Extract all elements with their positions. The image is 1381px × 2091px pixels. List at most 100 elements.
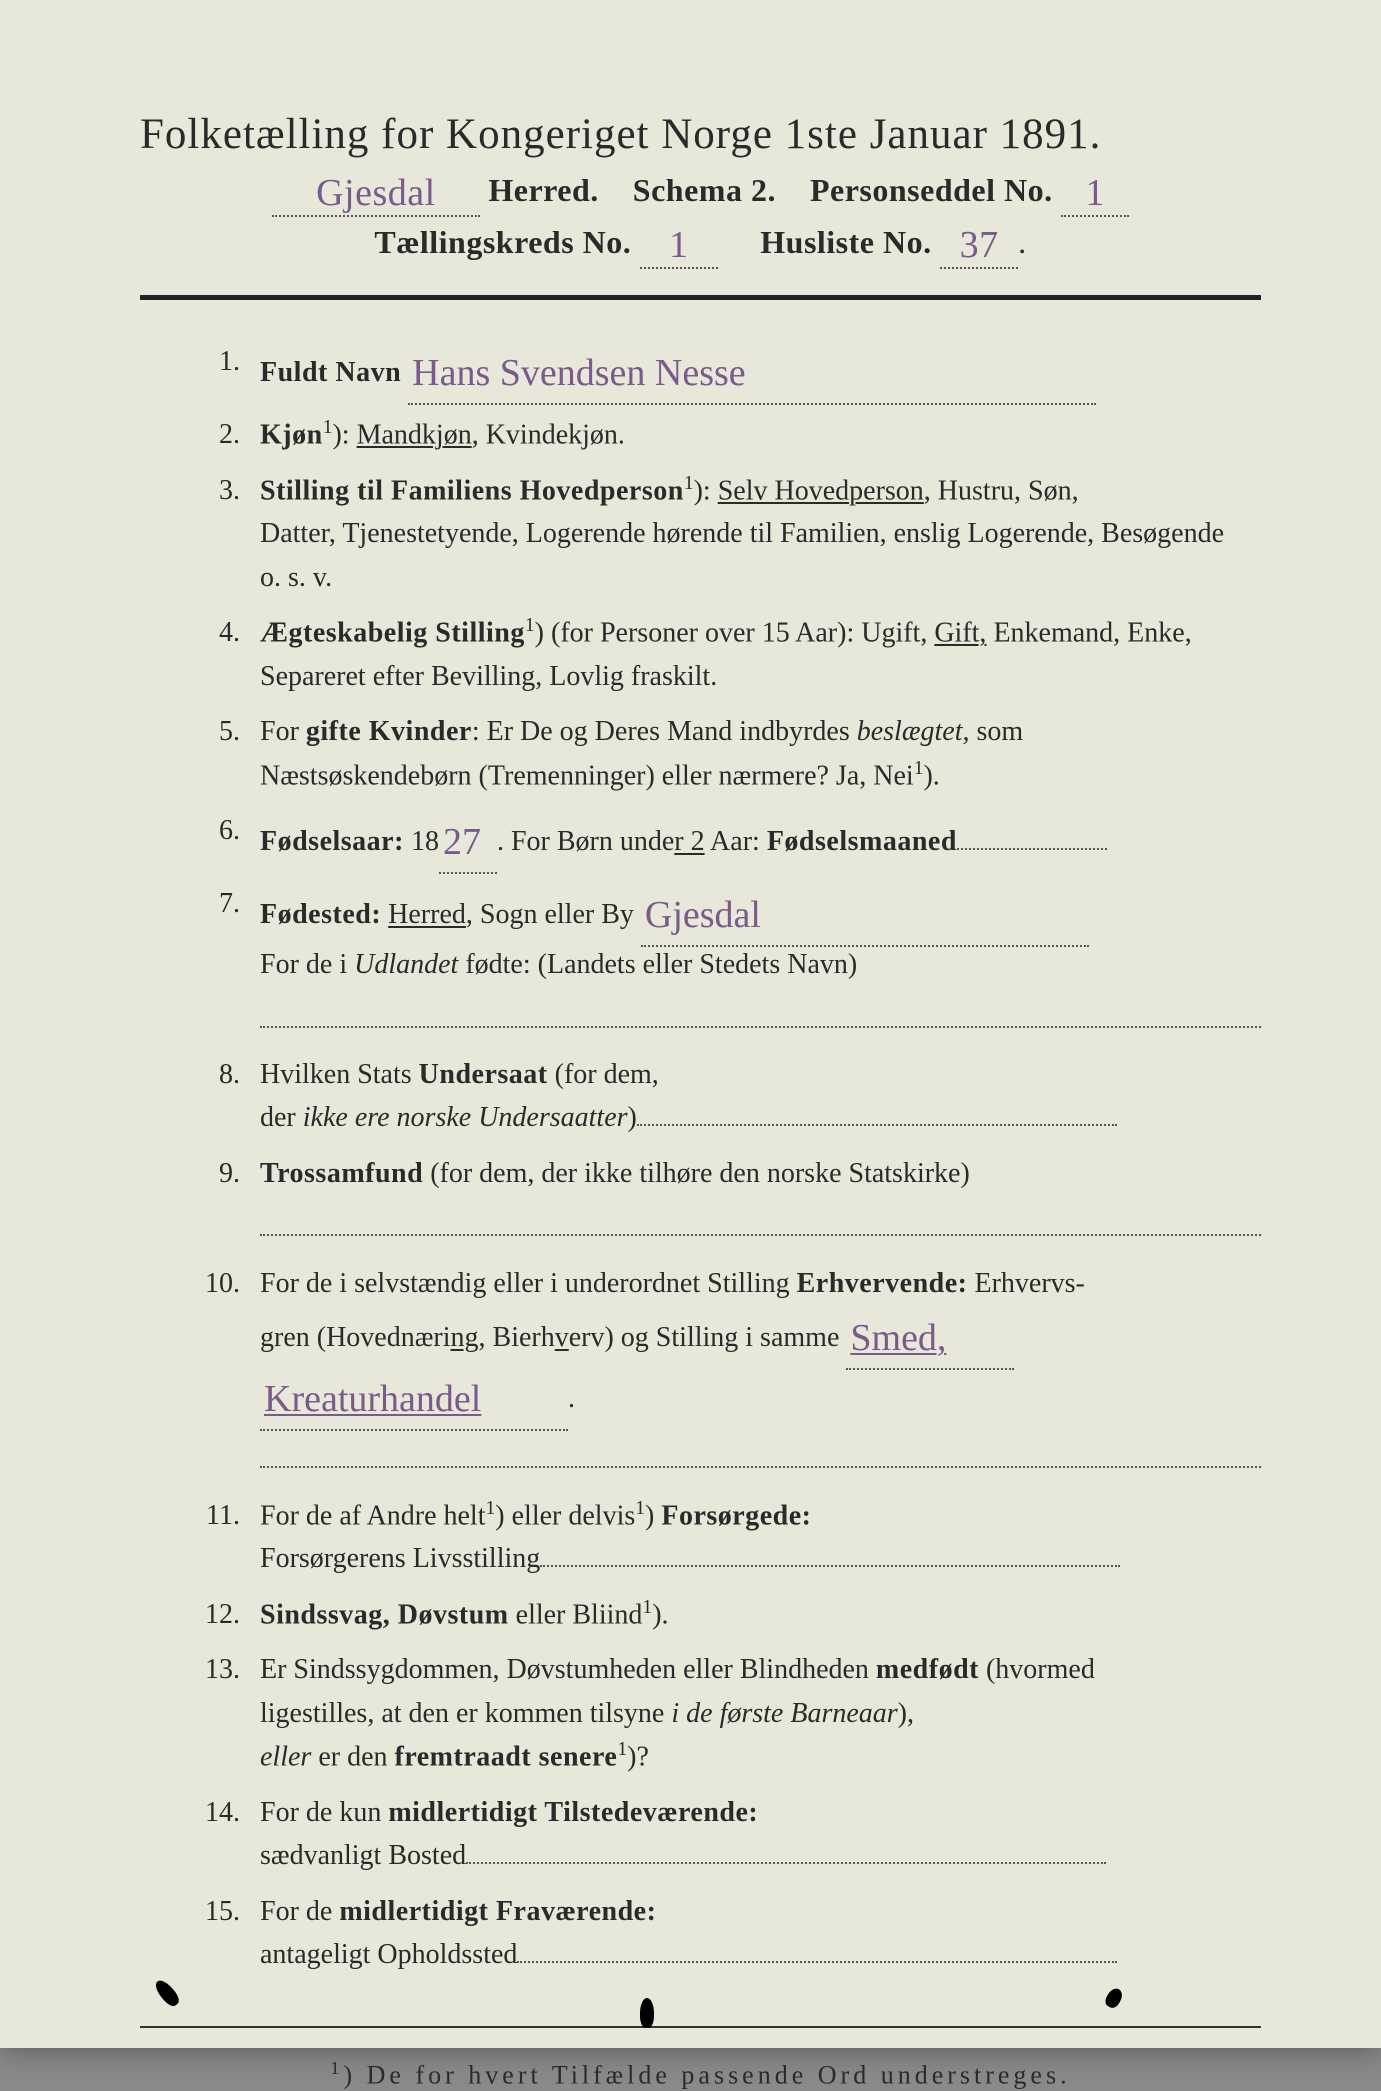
- sup: 1: [617, 1739, 627, 1760]
- dotted-fill: [260, 987, 1261, 1028]
- row-11: 11. For de af Andre helt1) eller delvis1…: [180, 1494, 1261, 1581]
- text: Næstsøskendebørn (Tremenninger) eller næ…: [260, 760, 914, 791]
- text: ):: [332, 419, 356, 450]
- sup: 1: [486, 1498, 496, 1519]
- text-italic: ikke ere norske Undersaatter: [303, 1102, 628, 1133]
- sup: 1: [684, 473, 694, 494]
- row-content: Sindssvag, Døvstum eller Bliind1).: [260, 1593, 1261, 1637]
- text: sædvanligt Bosted: [260, 1840, 466, 1871]
- field-label: Fødselsaar:: [260, 826, 404, 857]
- occupation-hw: Kreaturhandel: [260, 1370, 568, 1431]
- sup: 1: [330, 2058, 343, 2078]
- row-content: Fødselsaar: 1827. For Børn under 2 Aar: …: [260, 809, 1261, 870]
- herred-label: Herred.: [488, 172, 598, 208]
- text: som: [970, 716, 1024, 747]
- row-content: Ægteskabelig Stilling1) (for Personer ov…: [260, 611, 1261, 698]
- dotted-fill: [260, 1195, 1261, 1236]
- row-10: 10. For de i selvstændig eller i underor…: [180, 1262, 1261, 1482]
- dotted-fill: [517, 1961, 1117, 1963]
- text: antageligt Opholdssted: [260, 1939, 517, 1970]
- husliste-no: 37: [940, 223, 1018, 269]
- main-title: Folketælling for Kongeriget Norge 1ste J…: [140, 110, 1261, 159]
- field-label: medfødt: [876, 1654, 979, 1685]
- row-content: For de midlertidigt Fraværende: antageli…: [260, 1890, 1261, 1977]
- census-form-page: Folketælling for Kongeriget Norge 1ste J…: [0, 0, 1381, 2048]
- field-label: Sindssvag, Døvstum: [260, 1599, 509, 1630]
- row-num: 6.: [180, 809, 260, 870]
- form-body: 1. Fuldt Navn Hans Svendsen Nesse 2. Kjø…: [140, 340, 1261, 1976]
- row-num: 15.: [180, 1890, 260, 1977]
- row-num: 7.: [180, 882, 260, 1041]
- occupation-hw: Smed,: [846, 1309, 1014, 1370]
- text-italic: i de første Barneaar: [671, 1698, 897, 1729]
- row-content: Hvilken Stats Undersaat (for dem, der ik…: [260, 1053, 1261, 1140]
- text-italic: beslægtet,: [857, 716, 970, 747]
- row-num: 2.: [180, 413, 260, 457]
- text: ).: [652, 1599, 668, 1630]
- schema-label: Schema 2.: [633, 172, 776, 208]
- row-14: 14. For de kun midlertidigt Tilstedevære…: [180, 1791, 1261, 1878]
- ink-blot: [640, 1998, 654, 2028]
- row-content: For de i selvstændig eller i underordnet…: [260, 1262, 1261, 1482]
- text: iind: [599, 1599, 643, 1630]
- text: gren (Hovednæri: [260, 1322, 451, 1353]
- row-content: Kjøn1): Mandkjøn, Kvindekjøn.: [260, 413, 1261, 457]
- field-label: Erhvervende:: [797, 1268, 968, 1299]
- footnote: 1) De for hvert Tilfælde passende Ord un…: [140, 2058, 1261, 2091]
- field-label: Stilling til Familiens Hovedperson: [260, 475, 684, 506]
- row-num: 10.: [180, 1262, 260, 1482]
- text: .: [568, 1383, 575, 1414]
- row-5: 5. For gifte Kvinder: Er De og Deres Man…: [180, 710, 1261, 797]
- row-num: 3.: [180, 469, 260, 600]
- dotted-fill: [260, 1427, 1261, 1468]
- sup: 1: [323, 417, 333, 438]
- field-label: Fødselsmaaned: [767, 826, 957, 857]
- row-7: 7. Fødested: Herred, Sogn eller By Gjesd…: [180, 882, 1261, 1041]
- kreds-line: Tællingskreds No. 1 Husliste No. 37.: [140, 219, 1261, 265]
- text: : Er De og Deres Mand indbyrdes: [472, 716, 857, 747]
- text: Er Sindssygdommen, Døvstumheden eller Bl…: [260, 1654, 876, 1685]
- personseddel-label: Personseddel No.: [810, 172, 1053, 208]
- text: )?: [627, 1742, 649, 1773]
- text: Hvilken Stats: [260, 1059, 419, 1090]
- kreds-label: Tællingskreds No.: [374, 224, 631, 260]
- kreds-no: 1: [640, 223, 718, 269]
- year-handwritten: 27: [439, 813, 497, 874]
- text: ligestilles, at den er kommen tilsyne: [260, 1698, 671, 1729]
- row-content: For de kun midlertidigt Tilstedeværende:…: [260, 1791, 1261, 1878]
- text: ) (for Personer over 15 Aar): Ugift,: [535, 617, 935, 648]
- form-header: Folketælling for Kongeriget Norge 1ste J…: [140, 110, 1261, 265]
- field-label: fremtraadt senere: [395, 1742, 618, 1773]
- text: Aar:: [705, 826, 767, 857]
- footnote-text: ) De for hvert Tilfælde passende Ord und…: [343, 2061, 1070, 2090]
- row-content: For gifte Kvinder: Er De og Deres Mand i…: [260, 710, 1261, 797]
- text: (hvormed: [979, 1654, 1095, 1685]
- option-selected: Mandkjøn: [357, 419, 472, 450]
- text: , Bierh: [479, 1322, 555, 1353]
- field-label: Fødested:: [260, 899, 381, 930]
- text: Forsørgerens Livsstilling: [260, 1543, 540, 1574]
- row-2: 2. Kjøn1): Mandkjøn, Kvindekjøn.: [180, 413, 1261, 457]
- herred-handwritten: Gjesdal: [272, 171, 480, 217]
- row-9: 9. Trossamfund (for dem, der ikke tilhør…: [180, 1152, 1261, 1250]
- row-8: 8. Hvilken Stats Undersaat (for dem, der…: [180, 1053, 1261, 1140]
- text: ).: [923, 760, 939, 791]
- text: er den: [311, 1742, 394, 1773]
- field-label: Ægteskabelig Stilling: [260, 617, 525, 648]
- text: eller Bl: [509, 1599, 599, 1630]
- dotted-fill: [540, 1565, 1120, 1567]
- text: For de kun: [260, 1797, 388, 1828]
- sup: 1: [642, 1597, 652, 1618]
- husliste-label: Husliste No.: [760, 224, 931, 260]
- text: ): [645, 1500, 661, 1531]
- text: erv) og Stilling i samme: [569, 1322, 840, 1353]
- dotted-fill: [466, 1862, 1106, 1864]
- sup: 1: [525, 615, 535, 636]
- row-num: 8.: [180, 1053, 260, 1140]
- text: 18: [411, 826, 439, 857]
- text: , Sogn eller By: [466, 899, 634, 930]
- ink-blot: [1103, 1986, 1125, 2010]
- text: r 2: [674, 826, 704, 857]
- row-num: 12.: [180, 1593, 260, 1637]
- sup: 1: [635, 1498, 645, 1519]
